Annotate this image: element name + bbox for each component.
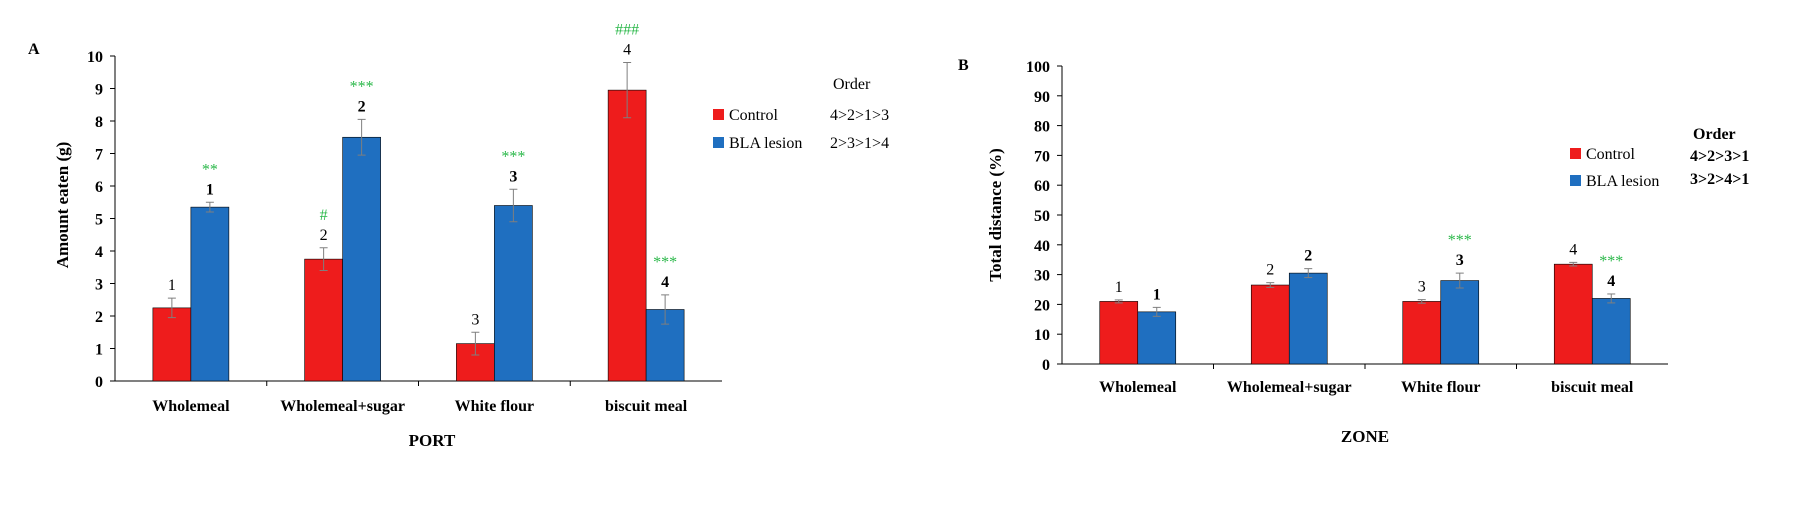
panel-b-rank-label: 2 <box>1304 248 1312 265</box>
panel-a-y-tick-label: 7 <box>95 147 103 164</box>
panel-a-y-axis-title: Amount eaten (g) <box>53 142 72 269</box>
panel-b-y-tick-label: 20 <box>1034 297 1050 314</box>
panel-b-y-tick-label: 90 <box>1034 89 1050 106</box>
panel-a-legend-swatch-lesion <box>713 137 724 148</box>
panel-a-legend-swatch-control <box>713 109 724 120</box>
panel-b-legend-order-control: 4>2>3>1 <box>1690 148 1749 165</box>
panel-a-bar-lesion <box>342 136 381 382</box>
panel-a-category-label: Wholemeal+sugar <box>280 398 405 415</box>
panel-a-bar-control <box>152 307 192 382</box>
panel-b-significance-label: *** <box>1599 253 1623 270</box>
panel-b-bar-lesion <box>1591 298 1631 365</box>
panel-b-legend-control: Control <box>1586 146 1635 163</box>
panel-a-category-label: Wholemeal <box>152 398 230 415</box>
panel-a-bar-lesion <box>494 205 533 382</box>
panel-a-rank-label: 2 <box>358 98 366 115</box>
panel-b-rank-label: 1 <box>1115 279 1123 296</box>
panel-a-rank-label: 3 <box>471 311 479 328</box>
panel-b-rank-label: 4 <box>1607 273 1615 290</box>
panel-b: B Total distance (%) ZONE 0 10 20 30 40 50 60 7… <box>958 57 1749 446</box>
panel-a-rank-label: 4 <box>623 42 631 59</box>
panel-b-y-axis-title: Total distance (%) <box>986 148 1005 282</box>
panel-a-legend-order-control: 4>2>1>3 <box>830 107 889 124</box>
panel-b-letter: B <box>958 57 969 74</box>
panel-a-y-tick-label: 10 <box>87 49 103 66</box>
panel-a-significance-label: ### <box>615 22 639 39</box>
panel-a-category-label: White flour <box>455 398 535 415</box>
panel-b-bars: 1 2 3 4 1 2 3 *** 4 *** <box>1099 232 1631 365</box>
panel-b-rank-label: 3 <box>1456 252 1464 269</box>
panel-b-y-tick-label: 80 <box>1034 119 1050 136</box>
panel-b-y-tick-label: 10 <box>1034 327 1050 344</box>
panel-a-y-tick-label: 5 <box>95 212 103 229</box>
panel-a-y-tick-label: 4 <box>95 244 103 261</box>
panel-a-rank-label: 4 <box>661 274 669 291</box>
panel-a-legend-order-lesion: 2>3>1>4 <box>830 135 889 152</box>
panel-a-significance-label: *** <box>501 148 525 165</box>
panel-b-category-label: Wholemeal <box>1099 379 1177 396</box>
panel-b-axes: 0 10 20 30 40 50 60 70 80 90 100 Wholemeal Wholemeal… <box>1026 59 1668 396</box>
panel-a-y-tick-label: 0 <box>95 374 103 391</box>
panel-a-y-tick-label: 3 <box>95 277 103 294</box>
panel-a: A Amount eaten (g) PORT 0 1 2 3 4 5 6 7 8 9 10 Whol… <box>28 22 889 451</box>
panel-b-legend-title: Order <box>1693 126 1736 143</box>
panel-b-category-label: biscuit meal <box>1551 379 1634 396</box>
panel-b-bar-lesion <box>1137 311 1177 365</box>
panel-a-legend-title: Order <box>833 76 871 93</box>
panel-a-significance-label: ** <box>202 161 218 178</box>
panel-b-legend-swatch-control <box>1570 148 1581 159</box>
panel-a-y-tick-label: 6 <box>95 179 103 196</box>
panel-b-rank-label: 4 <box>1569 241 1577 258</box>
panel-a-x-axis-title: PORT <box>409 431 456 450</box>
panel-b-rank-label: 3 <box>1418 279 1426 296</box>
panel-a-y-tick-label: 9 <box>95 82 103 99</box>
panel-a-letter: A <box>28 41 40 58</box>
panel-b-bar-lesion <box>1288 272 1328 365</box>
panel-b-legend-order-lesion: 3>2>4>1 <box>1690 171 1749 188</box>
panel-a-bar-control <box>304 258 343 382</box>
panel-a-rank-label: 1 <box>206 181 214 198</box>
panel-b-bar-control <box>1099 301 1139 365</box>
panel-b-y-tick-label: 0 <box>1042 357 1050 374</box>
panel-b-y-tick-label: 60 <box>1034 178 1050 195</box>
panel-a-legend-control: Control <box>729 107 778 124</box>
panel-a-bars: 1 2 #3 4 ### 1 ** 2 *** 3 *** 4 *** <box>152 22 685 382</box>
panel-b-category-label: White flour <box>1401 379 1481 396</box>
panel-b-y-tick-label: 50 <box>1034 208 1050 225</box>
panel-b-rank-label: 2 <box>1266 262 1274 279</box>
panel-b-category-label: Wholemeal+sugar <box>1227 379 1352 396</box>
panel-a-significance-label: *** <box>350 78 374 95</box>
panel-a-y-tick-label: 2 <box>95 309 103 326</box>
panel-b-y-tick-label: 70 <box>1034 148 1050 165</box>
panel-b-y-tick-label: 40 <box>1034 238 1050 255</box>
panel-b-bar-lesion <box>1440 280 1480 365</box>
panel-b-legend-lesion: BLA lesion <box>1586 173 1659 190</box>
panel-b-significance-label: *** <box>1448 232 1472 249</box>
panel-b-legend-swatch-lesion <box>1570 175 1581 186</box>
panel-a-legend-lesion: BLA lesion <box>729 135 802 152</box>
panel-b-bar-control <box>1402 301 1442 365</box>
panel-b-rank-label: 1 <box>1153 286 1161 303</box>
panel-a-y-tick-label: 1 <box>95 342 103 359</box>
panel-a-significance-label: # <box>320 207 328 224</box>
panel-a-rank-label: 2 <box>320 227 328 244</box>
panel-a-rank-label: 3 <box>509 168 517 185</box>
panel-a-bar-control <box>607 89 647 382</box>
panel-a-significance-label: *** <box>653 254 677 271</box>
panel-b-y-tick-label: 30 <box>1034 268 1050 285</box>
panel-a-category-label: biscuit meal <box>605 398 688 415</box>
panel-b-y-tick-label: 100 <box>1026 59 1050 76</box>
panel-b-x-axis-title: ZONE <box>1341 427 1389 446</box>
panel-a-y-tick-label: 8 <box>95 114 103 131</box>
panel-a-rank-label: 1 <box>168 277 176 294</box>
panel-b-bar-control <box>1250 284 1290 365</box>
panel-b-bar-control <box>1553 263 1593 365</box>
panel-a-bar-lesion <box>190 206 230 382</box>
panel-a-axes: 0 1 2 3 4 5 6 7 8 9 10 Wholemeal Wholemeal+sugar Whit… <box>87 49 722 415</box>
